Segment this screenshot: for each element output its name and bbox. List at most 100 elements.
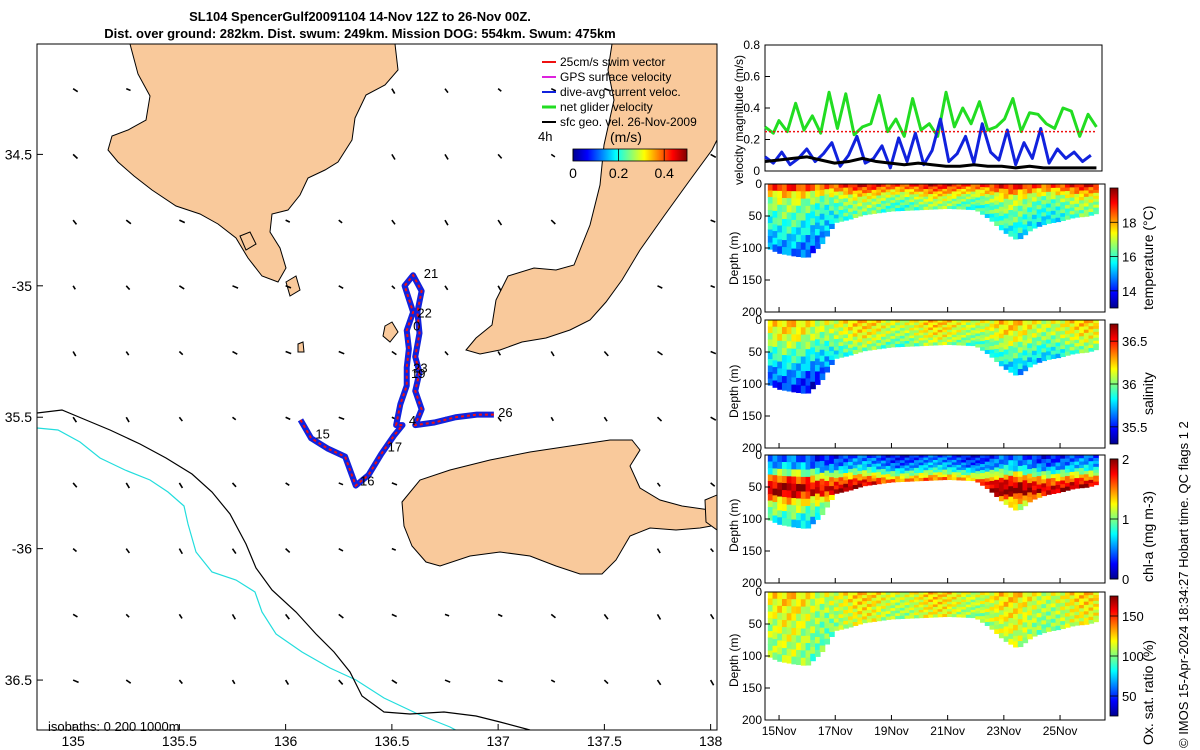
geo-velocity-arrow [231,613,237,620]
section-cell-salinity [909,340,915,344]
section-cell-salinity [1046,355,1052,360]
section-cell-oxygen [767,592,774,600]
section-cell-temperature [899,199,906,204]
section-cell-temperature [862,211,868,216]
section-cell-salinity [1074,349,1080,354]
section-cell-chl-a [961,467,967,471]
section-cell-temperature [970,206,977,211]
section-cell-salinity [824,340,831,347]
section-cell-chl-a [1022,490,1029,497]
section-cell-salinity [895,330,901,334]
section-cell-salinity [800,320,807,328]
section-cell-oxygen [904,602,911,606]
section-cell-temperature [998,202,1005,208]
section-cell-salinity [1055,350,1062,355]
section-cell-temperature [1074,184,1080,188]
section-cell-salinity [833,335,840,340]
section-cell-salinity [1055,331,1062,336]
geo-velocity-arrow [710,219,716,223]
section-cell-salinity [895,327,901,332]
section-cell-oxygen [1055,603,1062,608]
section-cell-oxygen [975,594,981,598]
section-cell-temperature [857,212,864,217]
section-cell-salinity [1060,334,1066,339]
section-cell-oxygen [819,627,826,635]
section-cell-temperature [833,191,840,197]
section-cell-oxygen [1036,629,1043,635]
section-cell-salinity [819,367,826,375]
section-cell-chl-a [1093,460,1099,465]
section-cell-chl-a [970,470,977,474]
section-cell-chl-a [1050,478,1057,483]
section-cell-salinity [965,340,972,344]
section-cell-salinity [970,327,977,331]
section-cell-salinity [951,334,958,338]
section-cell-temperature [928,204,934,208]
section-cell-oxygen [965,602,972,606]
section-cell-salinity [1069,333,1076,338]
section-cell-salinity [989,353,996,358]
section-cell-temperature [800,220,807,229]
section-cell-salinity [994,332,1000,338]
section-cell-chl-a [989,466,996,471]
section-cell-chl-a [1041,455,1047,460]
section-cell-salinity [918,340,925,344]
legend-label: 25cm/s swim vector [560,55,665,69]
section-cell-salinity [904,320,911,324]
section-cell-oxygen [1083,595,1090,600]
section-cell-oxygen [961,612,967,616]
section-cell-chl-a [984,478,991,483]
section-cell-chl-a [805,484,812,493]
section-cell-salinity [961,332,967,336]
section-cell-chl-a [947,457,953,461]
section-cell-oxygen [989,610,996,615]
section-cell-temperature [914,207,920,211]
section-cell-oxygen [904,592,911,596]
section-cell-chl-a [1036,480,1043,486]
section-cell-oxygen [843,595,849,600]
section-cell-oxygen [932,606,939,611]
section-cell-salinity [1003,354,1010,361]
section-cell-temperature [932,203,939,207]
section-cell-chl-a [1017,498,1024,505]
section-cell-chl-a [767,481,774,489]
section-y-tick-label: 150 [742,544,762,558]
section-cell-salinity [814,332,821,340]
section-cell-chl-a [843,473,849,478]
section-cell-temperature [796,191,802,200]
section-cell-oxygen [881,600,887,604]
section-cell-salinity [881,339,887,343]
section-cell-temperature [895,194,901,198]
section-cell-salinity [852,330,859,334]
section-cell-temperature [876,201,882,205]
section-cell-salinity [1036,357,1043,363]
section-cell-temperature [1022,224,1029,231]
map-x-tick-label: 135.5 [162,733,197,749]
velocity-y-tick-label: 0.6 [743,70,760,84]
section-cell-temperature [1064,191,1071,196]
section-cell-salinity [857,339,864,343]
section-cell-oxygen [796,657,802,666]
section-cell-temperature [1079,190,1085,195]
geo-velocity-arrow [178,482,184,489]
section-cell-temperature [928,184,934,188]
section-cell-temperature [1022,214,1029,221]
section-cell-chl-a [961,462,967,466]
section-cell-oxygen [895,592,901,596]
section-cell-oxygen [914,597,920,601]
section-cell-temperature [961,184,967,188]
section-cell-temperature [895,186,901,190]
section-cell-chl-a [1046,478,1052,484]
section-cell-oxygen [1041,600,1047,605]
section-cell-chl-a [843,483,849,489]
section-cell-temperature [833,218,840,223]
section-cell-oxygen [814,643,821,651]
section-cell-salinity [796,341,802,350]
section-cell-chl-a [1046,470,1052,476]
section-cell-temperature [932,201,939,205]
section-cell-chl-a [1041,471,1047,476]
section-cell-salinity [800,341,807,350]
geo-velocity-arrow [72,285,76,290]
section-cell-oxygen [767,611,774,619]
section-cell-chl-a [810,496,816,504]
